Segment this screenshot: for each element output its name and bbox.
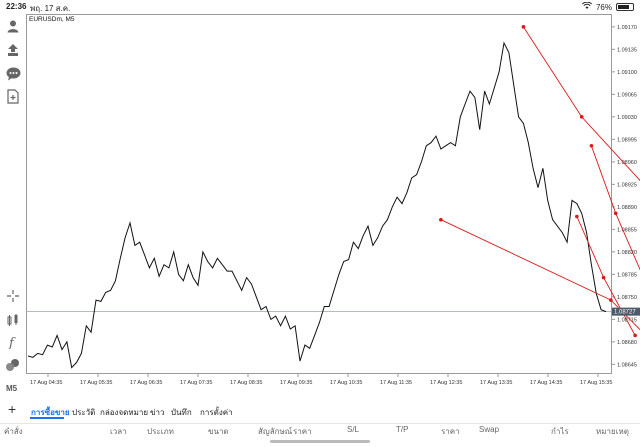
x-tick-label: 17 Aug 04:35 bbox=[30, 380, 62, 386]
x-tick-label: 17 Aug 12:35 bbox=[430, 380, 462, 386]
account-icon[interactable] bbox=[5, 18, 21, 34]
current-price-value: 1.08727 bbox=[614, 310, 636, 316]
tab-mailbox[interactable]: กล่องจดหมาย bbox=[100, 408, 149, 417]
trendline-anchor[interactable] bbox=[613, 211, 618, 216]
y-tick-label: 1.09100 bbox=[617, 70, 637, 76]
y-tick-label: 1.08645 bbox=[617, 362, 637, 368]
trendline-anchor[interactable] bbox=[601, 275, 606, 280]
col-order: คำสั่ง bbox=[4, 427, 23, 436]
trendline-anchor[interactable] bbox=[521, 25, 526, 29]
y-tick-label: 1.09170 bbox=[617, 25, 637, 31]
y-tick-label: 1.08995 bbox=[617, 137, 637, 143]
svg-text:f: f bbox=[8, 336, 16, 349]
current-price-badge bbox=[612, 307, 640, 316]
x-tick-label: 17 Aug 13:35 bbox=[480, 380, 512, 386]
status-bar: 22:36 พฤ. 17 ส.ค. 76% bbox=[0, 0, 640, 14]
bottom-tabs: + การซื้อขาย ประวัติ กล่องจดหมาย ข่าว บั… bbox=[0, 401, 640, 419]
trendline-anchor[interactable] bbox=[589, 143, 594, 148]
price-chart[interactable]: EURUSDm, M5 1.09170 1.09135 1.09100 1.09065… bbox=[26, 14, 640, 400]
col-comment: หมายเหตุ bbox=[596, 427, 629, 436]
x-tick-label: 17 Aug 09:35 bbox=[280, 380, 312, 386]
active-tab-underline bbox=[30, 417, 64, 419]
y-tick-label: 1.09030 bbox=[617, 115, 637, 121]
orders-table-header: คำสั่ง เวลา ประเภท ขนาด สัญลักษณ์ ราคา S… bbox=[0, 423, 640, 437]
col-type: ประเภท bbox=[147, 427, 174, 436]
new-document-icon[interactable] bbox=[5, 88, 21, 104]
trendline-anchor[interactable] bbox=[579, 115, 584, 119]
y-tick-label: 1.08925 bbox=[617, 182, 637, 188]
col-symbol: สัญลักษณ์ bbox=[258, 427, 293, 436]
status-date: พฤ. 17 ส.ค. bbox=[30, 4, 71, 13]
col-tp: T/P bbox=[396, 425, 409, 434]
battery-percent: 76% bbox=[595, 2, 612, 12]
y-tick-label: 1.08750 bbox=[617, 295, 637, 301]
y-tick-label: 1.08855 bbox=[617, 227, 637, 233]
status-time: 22:36 bbox=[6, 2, 27, 11]
trendline-anchor[interactable] bbox=[609, 298, 613, 302]
col-sl: S/L bbox=[347, 425, 360, 434]
trendline-anchor[interactable] bbox=[633, 333, 637, 338]
col-current-price: ราคา bbox=[441, 427, 460, 436]
chat-icon[interactable] bbox=[5, 66, 21, 82]
tab-journal[interactable]: บันทึก bbox=[171, 408, 192, 417]
x-tick-label: 17 Aug 10:35 bbox=[330, 380, 362, 386]
col-swap: Swap bbox=[479, 425, 500, 434]
x-tick-label: 17 Aug 05:35 bbox=[80, 380, 112, 386]
x-tick-label: 17 Aug 15:35 bbox=[580, 380, 612, 386]
y-tick-label: 1.08820 bbox=[617, 250, 637, 256]
add-icon[interactable]: + bbox=[8, 401, 17, 417]
y-tick-label: 1.08680 bbox=[617, 340, 637, 346]
y-tick-label: 1.09065 bbox=[617, 92, 637, 98]
y-tick-label: 1.08785 bbox=[617, 272, 637, 278]
home-indicator bbox=[270, 440, 370, 443]
price-series-line bbox=[27, 41, 607, 369]
tab-settings[interactable]: การตั้งค่า bbox=[200, 408, 233, 417]
trendline-anchor[interactable] bbox=[439, 217, 443, 222]
y-tick-label: 1.08960 bbox=[617, 160, 637, 166]
y-tick-label: 1.08890 bbox=[617, 205, 637, 211]
col-price: ราคา bbox=[293, 427, 312, 436]
col-profit: กำไร bbox=[551, 427, 569, 436]
symbol-label: EURUSDm, M5 bbox=[29, 16, 75, 23]
indicators-icon[interactable] bbox=[5, 312, 21, 328]
timeframe-button[interactable]: M5 bbox=[6, 384, 18, 393]
tab-news[interactable]: ข่าว bbox=[150, 408, 165, 417]
x-tick-label: 17 Aug 11:35 bbox=[380, 380, 412, 386]
x-tick-label: 17 Aug 06:35 bbox=[130, 380, 162, 386]
trendline-anchor[interactable] bbox=[575, 214, 579, 219]
tab-trade[interactable]: การซื้อขาย bbox=[31, 408, 70, 417]
y-tick-label: 1.09135 bbox=[617, 47, 637, 53]
objects-icon[interactable] bbox=[5, 357, 21, 373]
status-right: 76% bbox=[581, 1, 634, 12]
left-toolbar: f M5 bbox=[0, 14, 26, 400]
plot-frame bbox=[26, 14, 612, 374]
trade-icon[interactable] bbox=[5, 42, 21, 58]
function-icon[interactable]: f bbox=[5, 334, 21, 350]
battery-icon bbox=[616, 3, 634, 11]
crosshair-icon[interactable] bbox=[5, 288, 21, 304]
wifi-icon bbox=[581, 1, 593, 12]
x-tick-label: 17 Aug 07:35 bbox=[180, 380, 212, 386]
x-tick-label: 17 Aug 14:35 bbox=[530, 380, 562, 386]
tab-history[interactable]: ประวัติ bbox=[72, 408, 96, 417]
x-tick-label: 17 Aug 08:35 bbox=[230, 380, 262, 386]
col-time: เวลา bbox=[110, 427, 127, 436]
col-volume: ขนาด bbox=[208, 427, 229, 436]
